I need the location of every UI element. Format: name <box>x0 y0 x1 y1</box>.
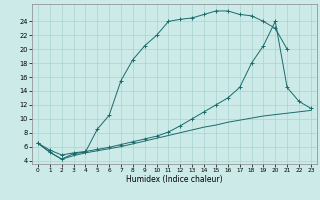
X-axis label: Humidex (Indice chaleur): Humidex (Indice chaleur) <box>126 175 223 184</box>
